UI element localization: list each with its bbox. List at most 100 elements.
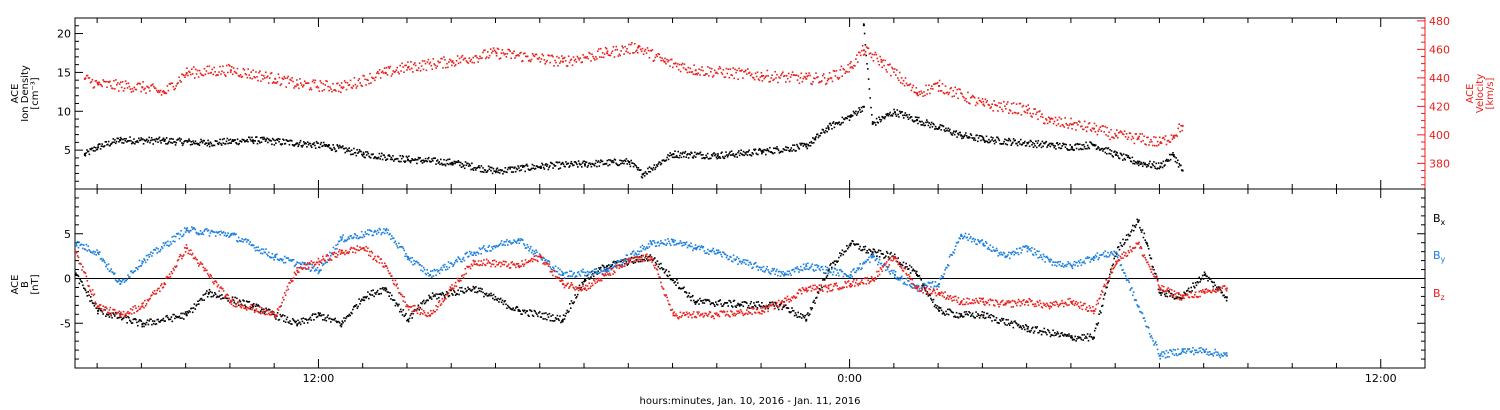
data-point — [406, 255, 408, 258]
data-point — [495, 168, 498, 170]
data-point — [475, 55, 477, 57]
data-point — [547, 168, 550, 171]
data-point — [299, 139, 302, 142]
data-point — [728, 76, 731, 79]
data-point — [436, 269, 438, 271]
data-point — [549, 319, 552, 322]
data-point — [497, 297, 499, 300]
data-point — [438, 296, 440, 299]
data-point — [99, 258, 102, 260]
data-point — [122, 317, 125, 319]
data-point — [164, 320, 166, 322]
data-point — [1124, 242, 1126, 244]
data-point — [791, 150, 793, 152]
data-point — [206, 290, 208, 292]
data-point — [639, 246, 642, 248]
data-point — [498, 301, 500, 303]
data-point — [594, 59, 596, 61]
data-point — [229, 138, 232, 141]
data-point — [349, 235, 351, 237]
data-point — [195, 304, 197, 307]
data-point — [526, 243, 529, 246]
data-point — [933, 83, 935, 85]
data-point — [745, 263, 747, 265]
data-point — [268, 309, 271, 311]
data-point — [1046, 333, 1048, 336]
data-point — [1035, 327, 1038, 329]
data-point — [1086, 126, 1089, 128]
data-point — [839, 123, 842, 126]
data-point — [771, 301, 774, 303]
data-point — [587, 277, 590, 279]
data-point — [527, 168, 530, 170]
data-point — [800, 72, 803, 75]
data-point — [578, 59, 581, 61]
data-point — [1035, 146, 1038, 149]
data-point — [553, 163, 555, 166]
data-point — [653, 164, 656, 166]
data-point — [299, 141, 301, 144]
data-point — [379, 228, 382, 231]
data-point — [832, 122, 834, 124]
data-point — [446, 62, 448, 65]
data-point — [956, 136, 958, 138]
data-point — [524, 312, 527, 314]
data-point — [170, 82, 173, 84]
data-point — [809, 145, 812, 147]
data-point — [407, 66, 409, 69]
data-point — [1225, 296, 1228, 299]
data-point — [768, 271, 770, 273]
data-point — [411, 158, 413, 160]
data-point — [346, 148, 349, 151]
data-point — [431, 292, 434, 294]
data-point — [1051, 142, 1054, 145]
data-point — [120, 137, 123, 140]
data-point — [900, 77, 903, 79]
data-point — [887, 64, 889, 66]
data-point — [474, 291, 476, 293]
data-point — [538, 311, 541, 313]
data-point — [505, 56, 508, 58]
data-point — [549, 165, 551, 167]
data-point — [485, 292, 488, 295]
data-point — [687, 66, 690, 69]
data-point — [999, 106, 1001, 109]
data-point — [421, 162, 424, 164]
data-point — [268, 77, 271, 79]
data-point — [855, 110, 857, 113]
data-point — [685, 292, 688, 294]
data-point — [102, 258, 104, 261]
data-point — [842, 67, 844, 70]
data-point — [644, 171, 647, 173]
data-point — [841, 116, 844, 119]
data-point — [1012, 326, 1015, 329]
data-point — [979, 100, 982, 102]
data-point — [348, 147, 350, 149]
data-point — [793, 314, 796, 317]
data-point — [1170, 292, 1173, 295]
data-point — [106, 264, 108, 266]
data-point — [984, 141, 986, 143]
data-point — [393, 241, 396, 244]
data-point — [417, 156, 420, 159]
data-point — [314, 79, 317, 82]
data-point — [931, 85, 933, 87]
data-point — [664, 239, 667, 241]
data-point — [702, 299, 705, 302]
data-point — [849, 242, 852, 245]
data-point — [103, 80, 105, 83]
data-point — [665, 244, 668, 246]
data-point — [234, 233, 236, 236]
data-point — [568, 310, 570, 313]
data-point — [496, 167, 499, 169]
data-point — [807, 74, 809, 77]
data-point — [803, 267, 806, 269]
data-point — [119, 136, 122, 139]
data-point — [810, 308, 813, 311]
data-point — [728, 152, 730, 155]
data-point — [450, 289, 452, 292]
data-point — [506, 239, 508, 241]
data-point — [1045, 119, 1048, 121]
data-point — [912, 268, 914, 271]
data-point — [709, 250, 712, 252]
